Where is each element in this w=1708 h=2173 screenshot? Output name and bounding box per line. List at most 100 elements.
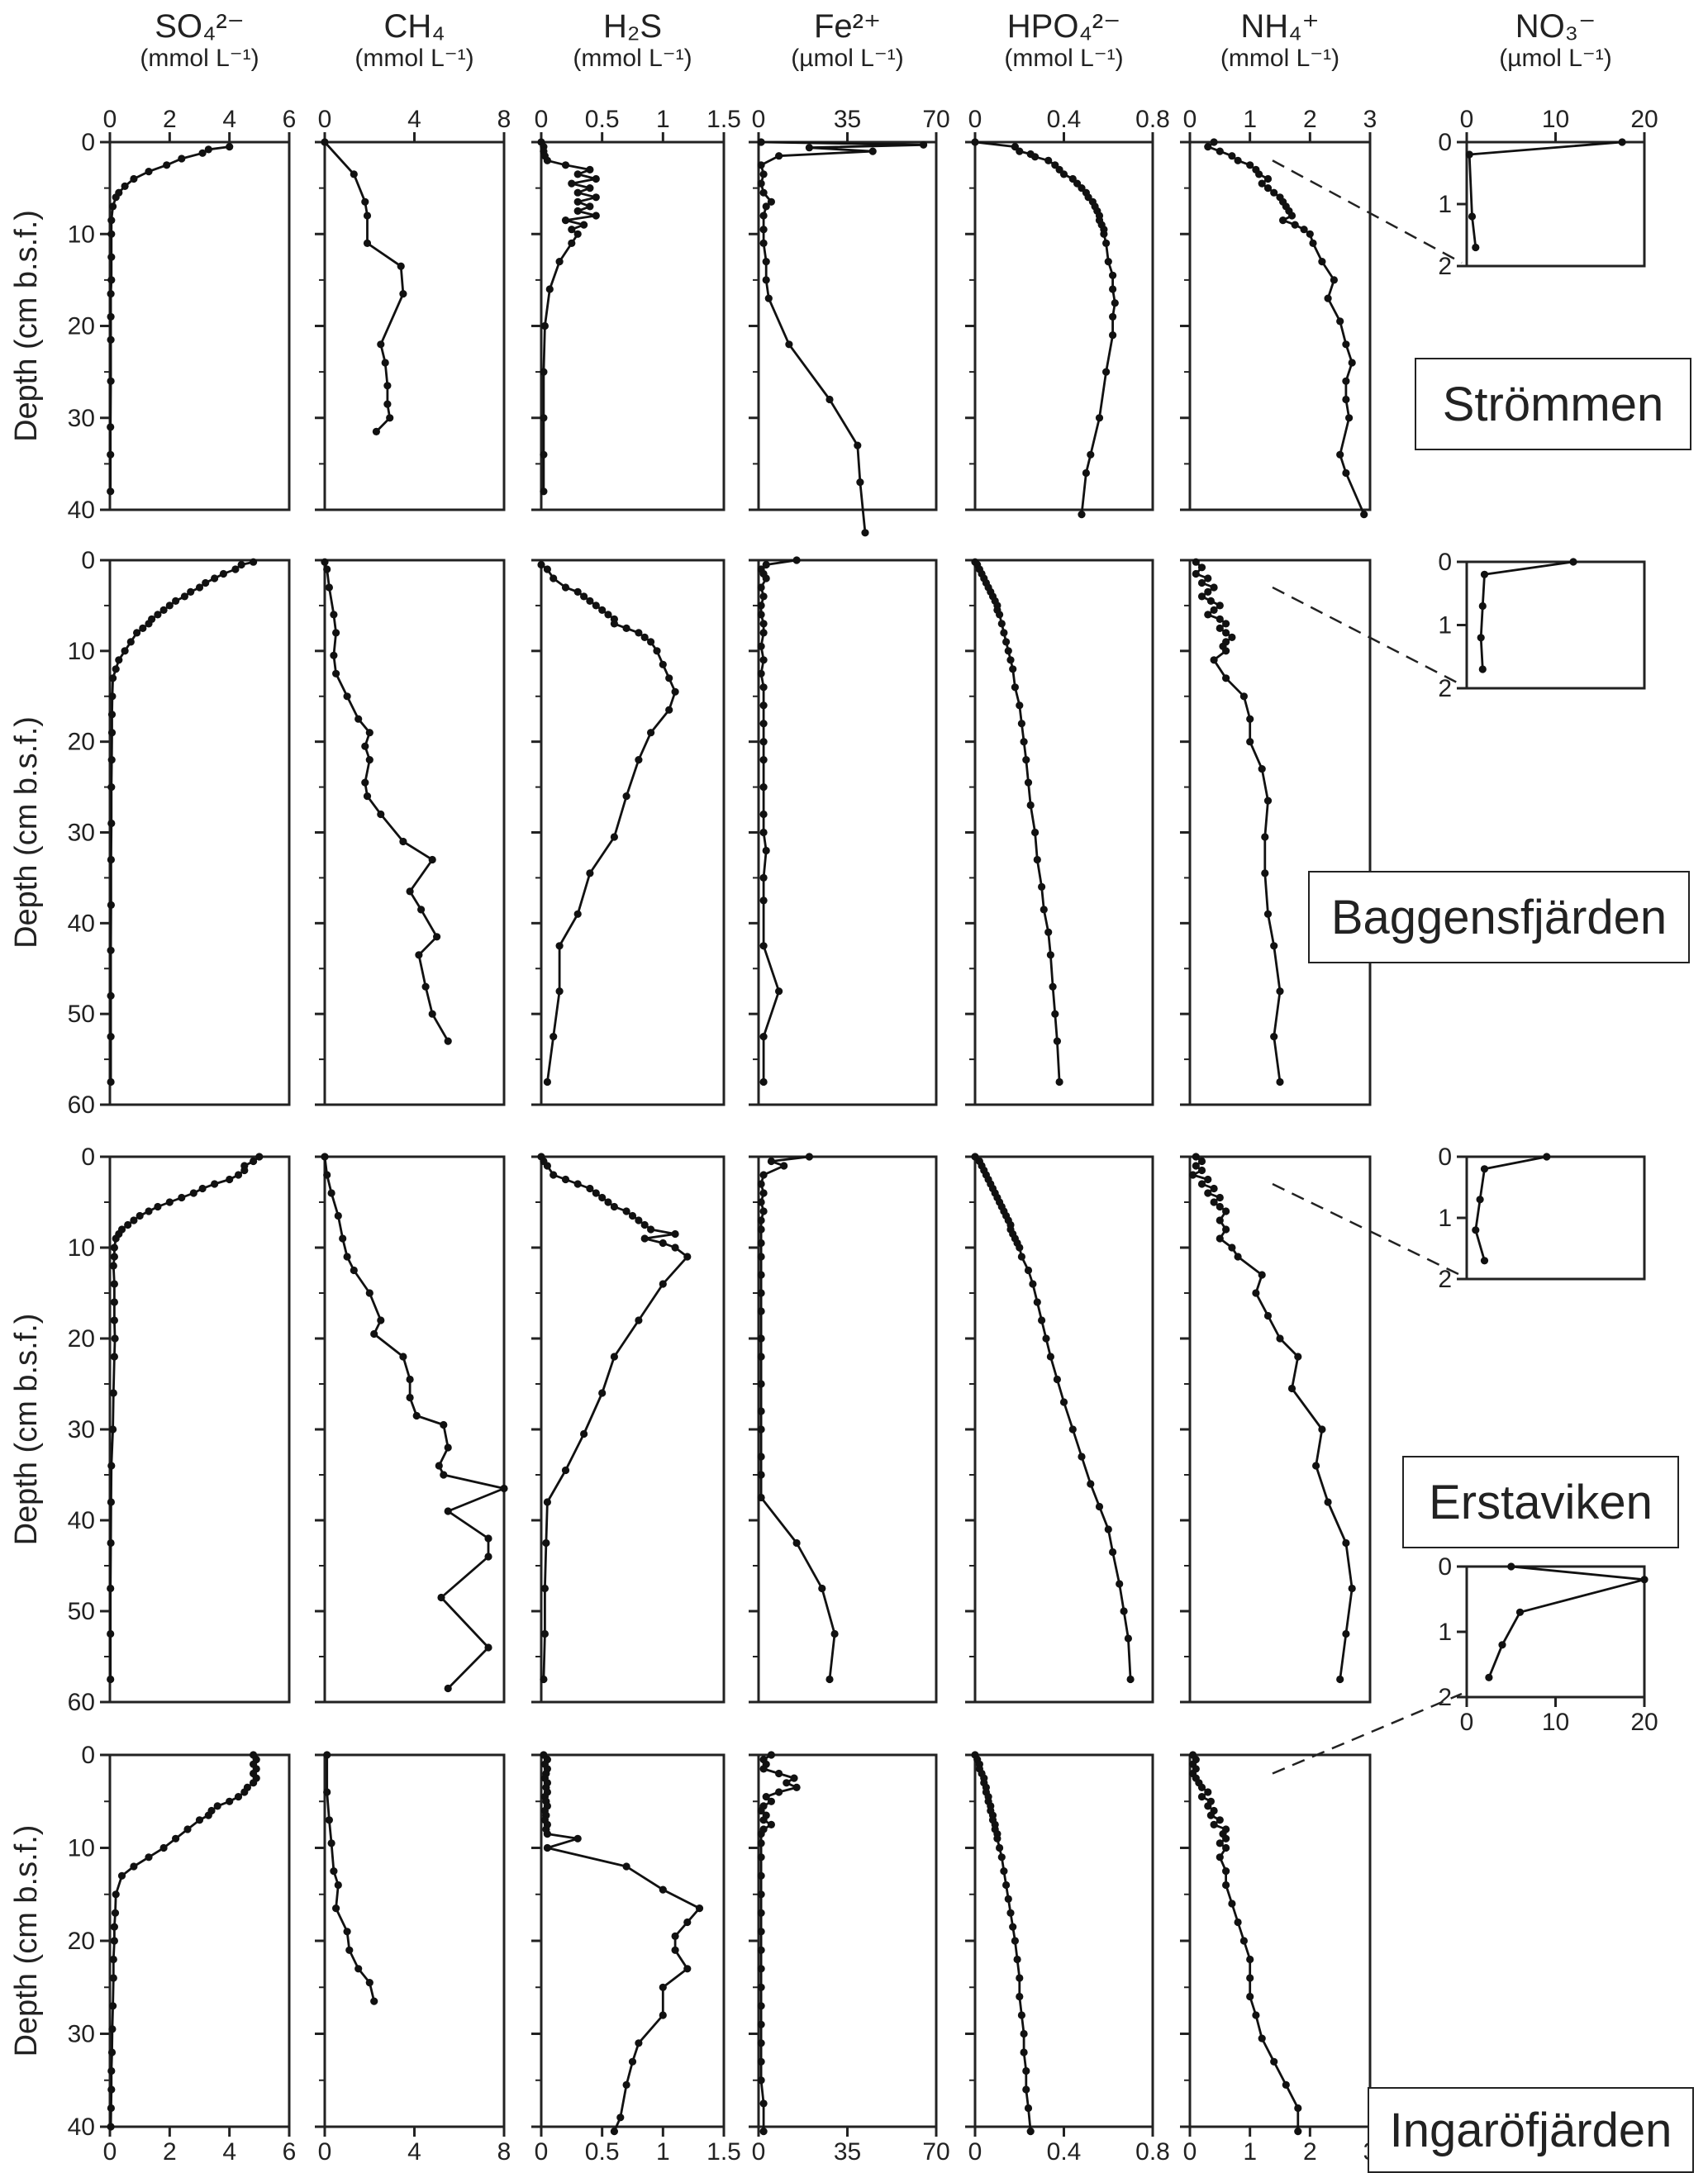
row4-nh4-data-point [1294,2128,1302,2136]
row3-nh4-data-point [1287,1384,1296,1393]
row1-nh4-data-point [1336,317,1344,326]
row3-h2s-data-point [640,1234,649,1243]
row2-fe-data-point [759,629,768,637]
row1-ch4-data-point [372,427,380,436]
row3-fe-data-point [757,1253,765,1261]
row4-fe-data-point [757,1983,765,1991]
row3-so4-data-point [226,1175,234,1184]
row4-hpo4-x-tick-label: 0.8 [1135,2138,1170,2166]
row2-hpo4-data-point [1024,778,1033,787]
row2-h2s-data-point [573,587,582,597]
row2-nh4-axes-box [1188,559,1372,1106]
row2-fe-data-point [759,1077,768,1086]
row1-h2s-data-point [573,230,582,238]
row1-ch4-data-point [397,262,405,270]
row4-nh4-data-point [1222,1881,1230,1890]
row1-fe-data-point [759,170,768,178]
row1-hpo4-data-point [1078,511,1086,519]
row4-so4-data-point [112,1890,120,1899]
row3-fe-data-point [757,1289,765,1297]
row3-ch4-data-point [444,1443,452,1452]
row3-fe-data-point [757,1407,765,1415]
row1-hpo4-x-tick-label: 0.8 [1135,106,1170,133]
row4-no3-inset-y-tick-label: 0 [1438,1553,1452,1581]
row2-no3-inset-axes-box [1465,560,1646,690]
header-variable: NH₄⁺ [1240,8,1320,45]
row2-so4-data-point [107,946,115,954]
row4-hpo4-data-point [1016,1974,1024,1982]
row2-so4-data-point [108,692,117,701]
row2-hpo4-data-point [1020,738,1028,746]
row2-hpo4-data-point [1002,638,1011,646]
row4-hpo4-data-point [1002,1881,1011,1890]
row2-hpo4-data-point [1000,629,1008,637]
row1-nh4-data-point [1228,152,1236,160]
row1-so4-data-point [107,230,116,238]
row2-so4-data-point [195,583,204,592]
row3-depth-axis-label: Depth (cm b.s.f.) [9,1314,44,1546]
column-header: Fe²⁺ (µmol L⁻¹) [740,8,955,73]
row3-nh4-data-point [1204,1175,1212,1184]
row1-hpo4-data-point [1109,285,1117,293]
row2-fe-profile-line [759,559,797,1082]
row4-nh4-data-point [1204,1788,1212,1796]
row3-hpo4-data-point [1104,1525,1112,1533]
row3-hpo4-data-point [1124,1634,1132,1643]
row3-so4-data-point [109,1425,117,1434]
row1-nh4-data-point [1270,188,1278,197]
row4-nh4-data-point [1252,2011,1260,2019]
row2-so4-data-point [107,729,117,737]
row4-nh4-x-tick-label: 0 [1183,2138,1197,2166]
row3-hpo4-data-point [1046,1353,1054,1361]
row2-hpo4-data-point [1026,801,1035,810]
row2-nh4-data-point [1228,633,1236,642]
row2-hpo4-data-point [1055,1077,1063,1086]
row2-fe-data-point [759,942,768,950]
row1-h2s-data-point [573,207,582,215]
row4-nh4-data-point [1258,2034,1266,2042]
column-header: NO₃⁻ (µmol L⁻¹) [1449,8,1663,73]
row2-h2s-data-point [604,611,612,619]
row2-ch4-data-point [361,742,369,750]
row1-nh4-data-point [1287,212,1296,220]
row4-fe-data-point [757,1853,765,1862]
row1-ch4-data-point [377,340,385,349]
row3-nh4-data-point [1228,1243,1236,1252]
row3-ch4-data-point [484,1534,492,1543]
row4-fe-axes-box [757,1753,938,2128]
row4-so4-data-point [109,2002,117,2010]
row3-so4-y-tick-label: 60 [68,1689,95,1716]
row4-fe-data-point [757,1830,765,1838]
row2-ch4-data-point [415,951,423,959]
row4-h2s-data-point [622,1862,630,1871]
row4-ch4-data-point [365,1979,373,1987]
row4-nh4-data-point [1216,1853,1224,1862]
row3-ch4-data-point [440,1471,448,1479]
row2-fe-data-point [759,1033,768,1041]
row3-fe-data-point [805,1153,814,1161]
row2-h2s-data-point [555,987,564,996]
row2-nh4-data-point [1192,558,1200,566]
row3-ch4-data-point [365,1289,373,1297]
row1-ch4-x-tick-label: 8 [497,106,511,133]
row1-hpo4-data-point [1111,299,1119,307]
row1-fe-axes-box [757,140,938,511]
row2-so4-data-point [121,647,129,655]
row1-nh4-data-point [1345,414,1354,422]
row4-h2s-data-point [573,1834,582,1843]
row4-so4-y-tick-label: 30 [68,2021,95,2048]
row2-ch4-data-point [444,1037,452,1045]
row3-fe-data-point [767,1157,776,1166]
row4-fe-data-point [757,2076,765,2085]
header-variable: SO₄²⁻ [155,8,245,45]
row3-h2s-data-point [604,1198,612,1206]
header-variable: NO₃⁻ [1515,8,1596,45]
row4-ch4-profile-line [326,1755,376,2002]
row2-no3-inset-data-point [1478,601,1487,611]
row2-nh4-data-point [1261,833,1269,841]
site-label: Baggensfjärden [1308,871,1690,963]
row2-nh4-data-point [1261,869,1269,877]
row4-nh4-data-point [1246,1955,1254,1964]
row4-h2s-x-tick-label: 1.5 [707,2138,741,2166]
row4-fe-data-point [792,1783,801,1791]
